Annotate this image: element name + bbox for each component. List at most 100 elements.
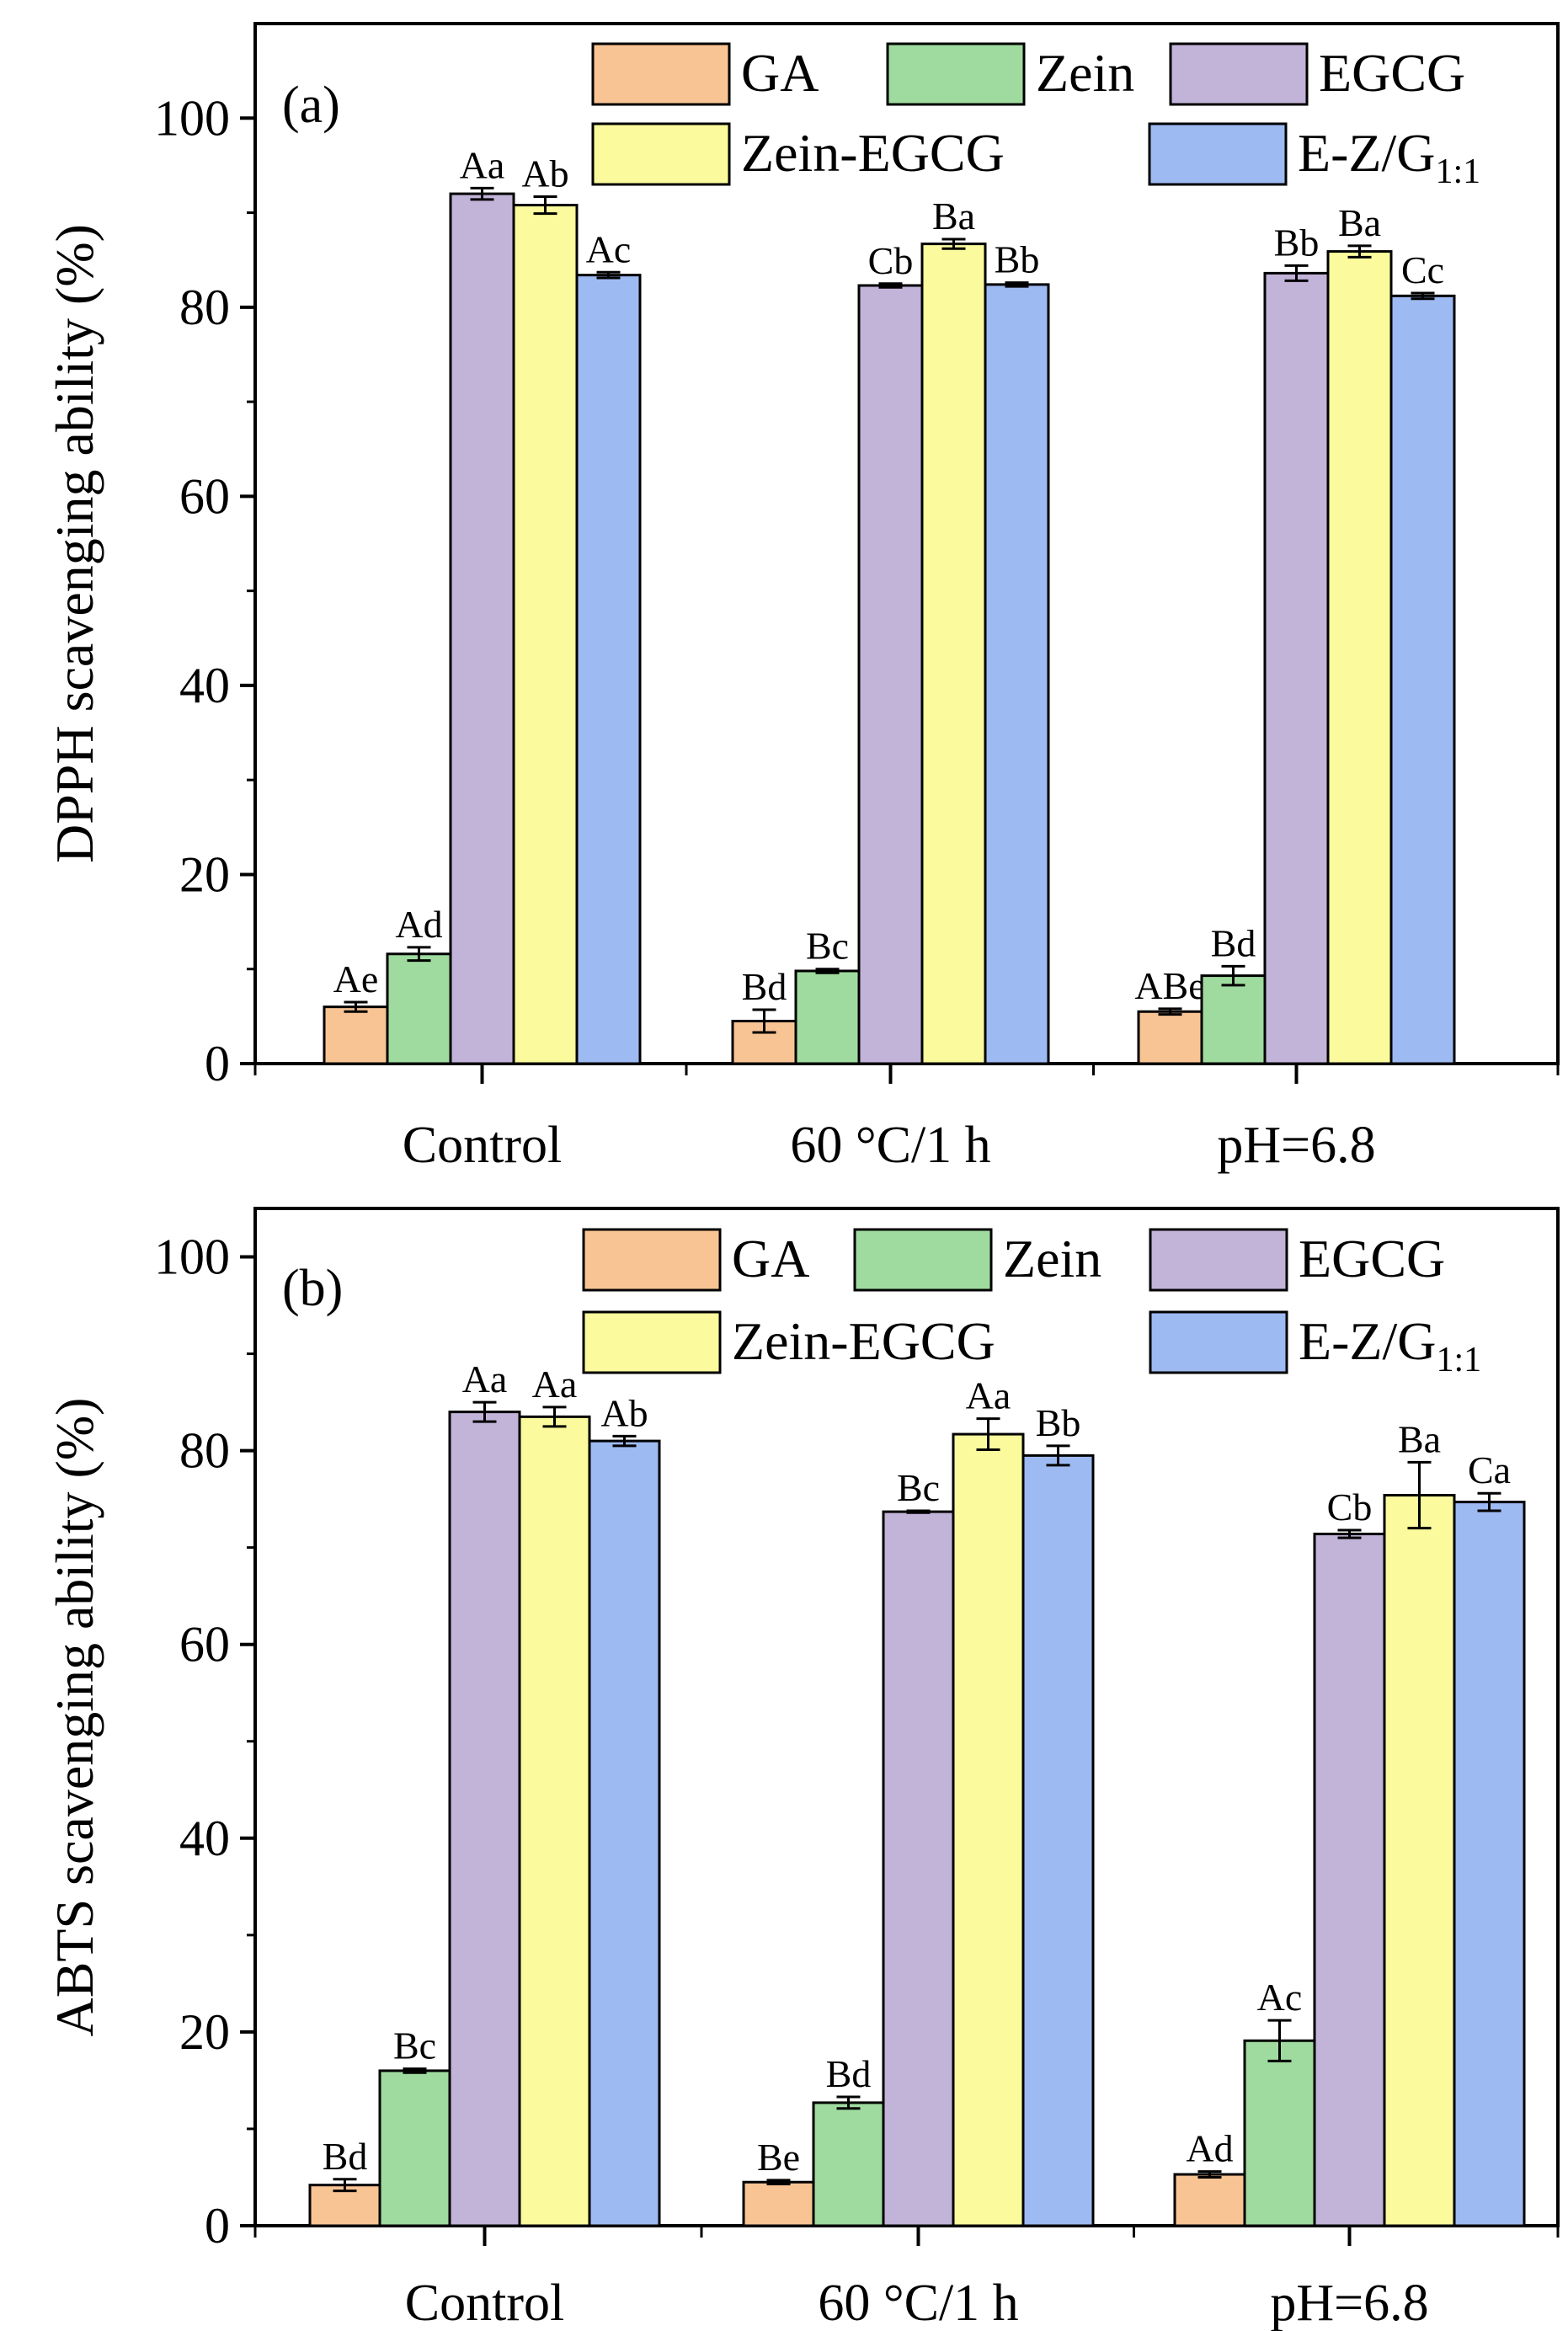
significance-label: Cb (868, 239, 914, 282)
significance-label: Bc (393, 2024, 436, 2067)
legend-swatch (591, 42, 731, 106)
panel-a-dpph-chart: 0 20 40 60 80 100 DPPH scavenging ability (%) A… (45, 22, 1560, 1174)
legend-swatch (853, 1228, 993, 1292)
significance-label: Aa (462, 1358, 508, 1400)
bar (1200, 974, 1267, 1065)
significance-label: Aa (532, 1363, 578, 1406)
bar (588, 1439, 661, 2227)
legend-swatch (1148, 122, 1288, 186)
y-tick-label: 80 (179, 280, 230, 335)
y-tick-label: 100 (154, 1230, 230, 1285)
bar (952, 1432, 1025, 2227)
x-tick-label: 60 °C/1 h (790, 1117, 990, 1174)
legend-label-text: EGCG (1319, 43, 1465, 103)
bar (1389, 294, 1456, 1065)
bar (857, 284, 924, 1065)
significance-label: ABe (1134, 964, 1205, 1007)
legend-label-text: Zein (1003, 1229, 1101, 1288)
significance-label: Be (757, 2136, 800, 2179)
bar (1313, 1533, 1386, 2227)
y-tick-label: 20 (179, 846, 230, 902)
bar (1453, 1501, 1526, 2227)
y-tick-label: 0 (205, 2198, 230, 2254)
significance-label: Bd (826, 2052, 872, 2095)
legend-swatch (582, 1310, 722, 1374)
legend-label: EGCG (1319, 43, 1465, 103)
bar (742, 2180, 815, 2227)
significance-label: Bb (995, 238, 1040, 281)
bar (1137, 1010, 1203, 1065)
legend-label: GA (732, 1229, 809, 1288)
legend-swatch (591, 122, 731, 186)
significance-label: Bc (897, 1466, 940, 1509)
y-axis-label: DPPH scavenging ability (%) (45, 224, 104, 863)
y-tick-label: 20 (179, 2004, 230, 2060)
bar (1263, 271, 1330, 1065)
significance-label: Ba (1398, 1417, 1441, 1460)
bar (575, 274, 642, 1065)
y-tick-label: 40 (179, 658, 230, 713)
significance-label: Ae (333, 957, 379, 1000)
significance-label: Ad (395, 903, 442, 946)
bar (882, 1510, 955, 2227)
significance-label: Bd (742, 965, 787, 1008)
bar (518, 1415, 591, 2227)
bar (386, 952, 452, 1065)
legend-label: E-Z/G1:1 (1299, 1311, 1481, 1379)
legend-swatch (1169, 42, 1309, 106)
y-tick-label: 40 (179, 1811, 230, 1866)
bar (1383, 1494, 1456, 2227)
legend-swatch (1149, 1228, 1288, 1292)
bar (812, 2101, 885, 2227)
legend-swatch (1149, 1310, 1288, 1374)
bar (920, 243, 987, 1065)
y-tick-label: 100 (154, 90, 230, 146)
bar (323, 1005, 389, 1065)
bar (1021, 1454, 1095, 2227)
legend-label: E-Z/G1:1 (1298, 123, 1480, 191)
y-tick-label: 80 (179, 1423, 230, 1479)
y-axis-label: ABTS scavenging ability (%) (45, 1398, 104, 2037)
legend-label: GA (741, 43, 819, 103)
significance-label: Ac (1257, 1976, 1303, 2019)
y-tick-label: 60 (179, 468, 230, 524)
legend-label-text: Zein (1036, 43, 1134, 103)
legend-swatch (886, 42, 1026, 106)
bar (378, 2069, 451, 2227)
significance-label: Cb (1327, 1486, 1373, 1528)
bar (448, 1411, 521, 2227)
panel-b-abts-chart: 0 20 40 60 80 100 ABTS scavenging ability (%) B… (45, 1207, 1560, 2331)
significance-label: Ac (586, 227, 632, 270)
significance-label: Aa (966, 1374, 1011, 1417)
significance-label: Bb (1036, 1401, 1081, 1444)
x-tick-label: pH=6.8 (1217, 1117, 1375, 1174)
significance-label: Aa (460, 143, 505, 186)
legend-swatch (582, 1228, 722, 1292)
x-tick-label: Control (405, 2275, 564, 2331)
legend-label-text: E-Z/G (1299, 1311, 1437, 1371)
legend: GA Zein EGCG Zein-EGCG E-Z/G1:1 (591, 42, 1480, 191)
panel-label: (b) (282, 1260, 343, 1317)
significance-label: Bd (323, 2135, 368, 2178)
significance-label: Ab (521, 152, 568, 195)
x-tick-label: pH=6.8 (1270, 2275, 1428, 2331)
legend-label-text: GA (732, 1229, 809, 1288)
legend-label-subscript: 1:1 (1437, 1341, 1482, 1379)
significance-label: Bd (1211, 921, 1256, 964)
y-tick-label: 60 (179, 1617, 230, 1672)
panel-label: (a) (282, 77, 340, 134)
legend-label-text: EGCG (1299, 1229, 1445, 1288)
x-tick-label: 60 °C/1 h (818, 2275, 1018, 2331)
bar (1173, 2173, 1246, 2227)
legend-label: EGCG (1299, 1229, 1445, 1288)
significance-label: Ba (932, 195, 975, 237)
significance-label: Ab (600, 1391, 648, 1434)
significance-label: Bb (1274, 221, 1320, 264)
significance-label: Bc (806, 925, 849, 968)
significance-label: Ba (1338, 201, 1381, 244)
legend-label-text: E-Z/G (1298, 123, 1436, 183)
x-tick-label: Control (403, 1117, 562, 1174)
bar (449, 192, 515, 1065)
bar (512, 204, 579, 1065)
